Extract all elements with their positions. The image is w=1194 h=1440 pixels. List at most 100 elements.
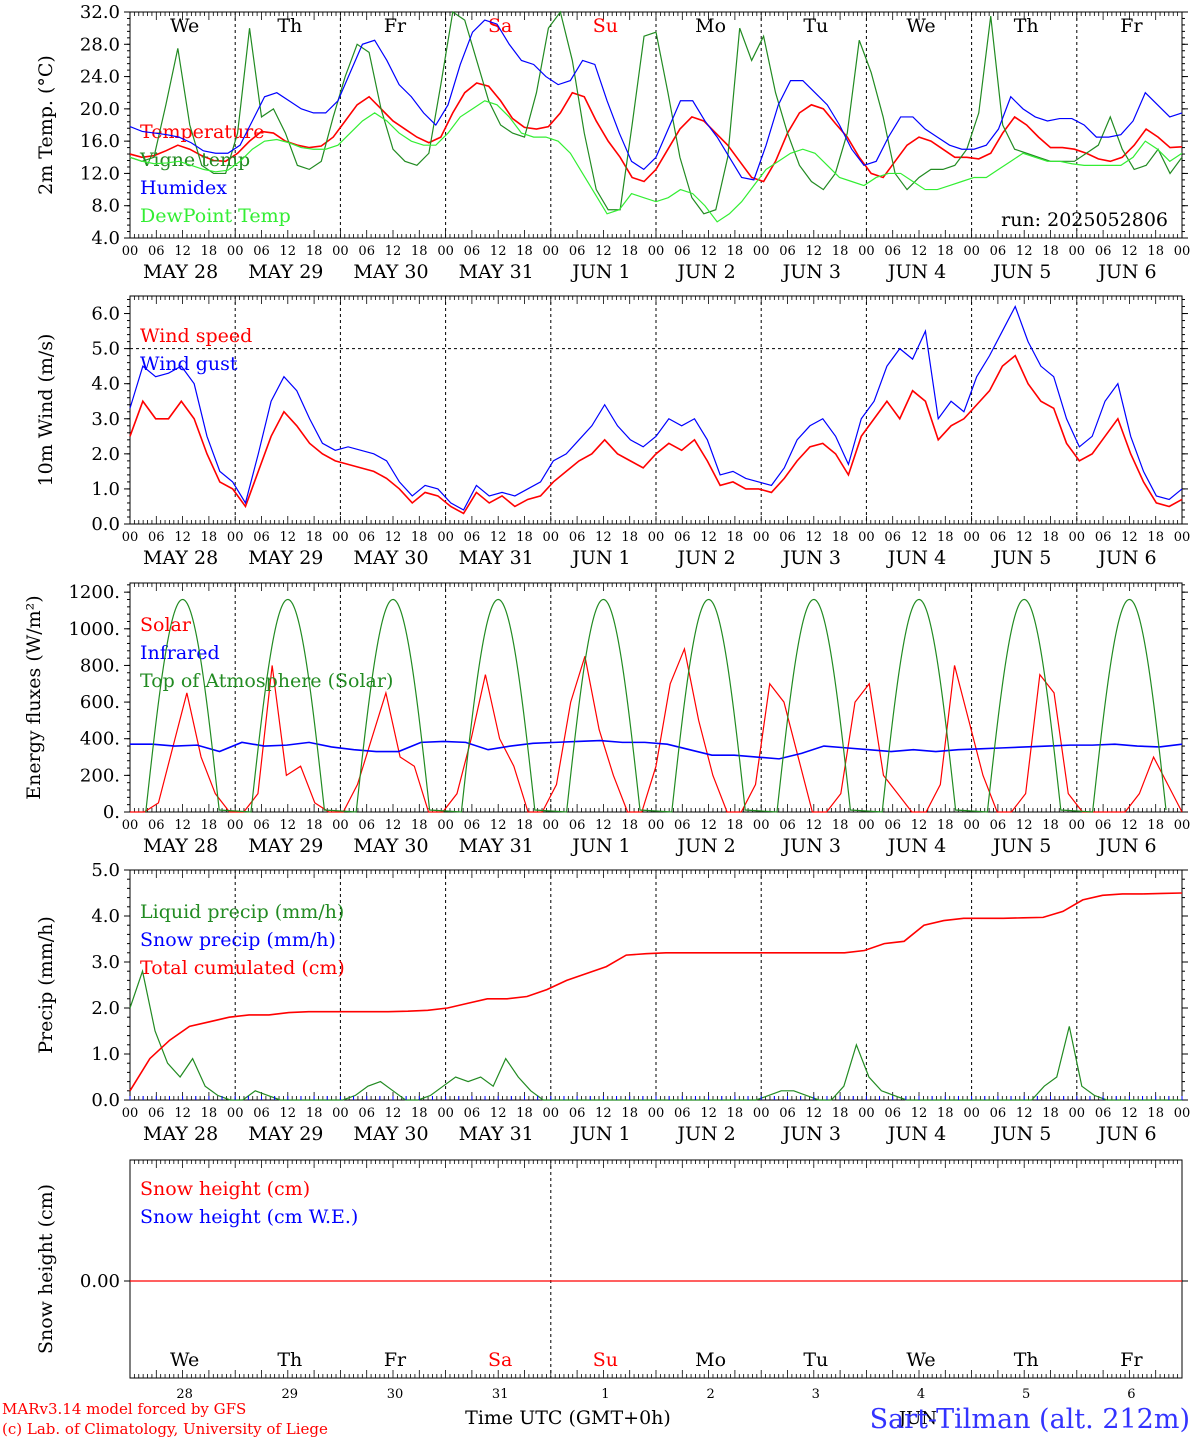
y-tick-label: 800.	[80, 655, 120, 676]
date-label: MAY 31	[459, 261, 534, 283]
chart-panel-2: 0.0 1.0 2.0 3.0 4.0 5.0 6.0 10m Wind (m/s) 00 06 1…	[35, 295, 1190, 569]
y-tick-label: 1000.	[68, 619, 120, 640]
date-label: JUN 6	[1096, 835, 1156, 857]
series-line-vigne-temp	[129, 10, 1183, 215]
hour-tick-label: 06	[464, 1106, 481, 1121]
date-label: JUN 5	[991, 835, 1051, 857]
series-line-humidex	[129, 19, 1183, 181]
date-label: MAY 28	[143, 261, 218, 283]
series-line-solar	[130, 646, 1183, 813]
hour-tick-label: 12	[280, 530, 297, 545]
hour-tick-label: 00	[963, 530, 980, 545]
y-tick-label: 2.0	[91, 998, 120, 1019]
hour-tick-label: 06	[674, 818, 691, 833]
hour-tick-label: 12	[700, 530, 717, 545]
hour-tick-label: 00	[648, 530, 665, 545]
hour-tick-label: 18	[201, 818, 218, 833]
hour-tick-label: 12	[595, 530, 612, 545]
hour-tick-label: 18	[727, 818, 744, 833]
hour-tick-label: 06	[358, 244, 375, 259]
date-label: JUN 2	[675, 835, 735, 857]
hour-tick-label: 18	[1147, 818, 1164, 833]
y-tick-label: 0.	[103, 802, 120, 823]
legend-entry: Wind speed	[140, 325, 252, 347]
hour-tick-label: 18	[411, 244, 428, 259]
date-label: MAY 28	[143, 1123, 218, 1145]
date-label: JUN 5	[991, 261, 1051, 283]
hour-tick-label: 00	[332, 818, 349, 833]
hour-tick-label: 12	[806, 530, 823, 545]
hour-tick-label: 00	[227, 1106, 244, 1121]
hour-tick-label: 00	[332, 1106, 349, 1121]
date-label: JUN 4	[886, 261, 946, 283]
hour-tick-label: 12	[1121, 530, 1138, 545]
hour-tick-label: 18	[516, 818, 533, 833]
hour-tick-label: 06	[779, 1106, 796, 1121]
day-name: Su	[593, 1349, 618, 1371]
hour-tick-label: 00	[122, 530, 139, 545]
date-label: MAY 30	[353, 261, 428, 283]
date-label: JUN 6	[1096, 1123, 1156, 1145]
hour-tick-label: 18	[411, 1106, 428, 1121]
y-tick-label: 28.0	[80, 34, 120, 55]
hour-tick-label: 12	[700, 244, 717, 259]
hour-tick-label: 12	[806, 1106, 823, 1121]
hour-tick-label: 00	[543, 1106, 560, 1121]
hour-tick-label: 12	[806, 818, 823, 833]
hour-tick-label: 06	[569, 530, 586, 545]
date-label: JUN 3	[781, 547, 841, 569]
legend-entry: Total cumulated (cm)	[140, 957, 345, 979]
station-label: Sart-Tilman (alt. 212m)	[870, 1404, 1190, 1435]
series-line-dewpoint-temp	[129, 100, 1183, 223]
hour-tick-label: 18	[727, 530, 744, 545]
chart-panel-5: 0.00 Snow height (cm) We Th Fr Sa Su Mo Tu We Th Fr…	[35, 1159, 1188, 1402]
hour-tick-label: 00	[858, 1106, 875, 1121]
day-name: Su	[593, 15, 618, 37]
date-label: MAY 30	[353, 835, 428, 857]
hour-tick-label: 18	[727, 1106, 744, 1121]
hour-tick-label: 00	[858, 818, 875, 833]
hour-tick-label: 00	[122, 818, 139, 833]
hour-tick-label: 18	[832, 530, 849, 545]
hour-tick-label: 00	[1069, 244, 1086, 259]
date-label: MAY 31	[459, 835, 534, 857]
hour-tick-label: 18	[621, 1106, 638, 1121]
y-tick-label: 12.0	[80, 163, 120, 184]
series-line-wind-speed	[129, 354, 1183, 515]
hour-tick-label: 18	[201, 1106, 218, 1121]
hour-tick-label: 06	[464, 530, 481, 545]
hour-tick-label: 12	[174, 818, 191, 833]
hour-tick-label: 00	[437, 244, 454, 259]
hour-tick-label: 12	[911, 818, 928, 833]
month-label: JUN	[897, 1408, 937, 1429]
hour-tick-label: 12	[490, 244, 507, 259]
hour-tick-label: 18	[201, 244, 218, 259]
hour-tick-label: 12	[490, 530, 507, 545]
hour-tick-label: 12	[595, 1106, 612, 1121]
day-name: Th	[1014, 15, 1039, 37]
hour-tick-label: 00	[1174, 818, 1191, 833]
date-number: 4	[917, 1387, 925, 1402]
legend-entry: Liquid precip (mm/h)	[140, 901, 344, 923]
date-number: 29	[282, 1387, 299, 1402]
hour-tick-label: 06	[358, 818, 375, 833]
hour-tick-label: 12	[595, 244, 612, 259]
hour-tick-label: 18	[306, 530, 323, 545]
hour-tick-label: 00	[963, 1106, 980, 1121]
hour-tick-label: 18	[306, 818, 323, 833]
hour-tick-label: 00	[543, 530, 560, 545]
hour-tick-label: 18	[621, 530, 638, 545]
hour-tick-label: 12	[280, 1106, 297, 1121]
hour-tick-label: 00	[122, 1106, 139, 1121]
date-label: JUN 4	[886, 1123, 946, 1145]
chart-panel-3: 0. 200. 400. 600. 800. 1000. 1200. Energy fluxe…	[23, 582, 1190, 857]
hour-tick-label: 12	[280, 244, 297, 259]
day-name: We	[170, 1349, 199, 1371]
hour-tick-label: 06	[253, 244, 270, 259]
y-tick-label: 200.	[80, 765, 120, 786]
date-label: JUN 3	[781, 1123, 841, 1145]
day-name: Sa	[488, 15, 512, 37]
hour-tick-label: 06	[884, 1106, 901, 1121]
legend-entry: Temperature	[140, 121, 264, 143]
hour-tick-label: 00	[543, 244, 560, 259]
